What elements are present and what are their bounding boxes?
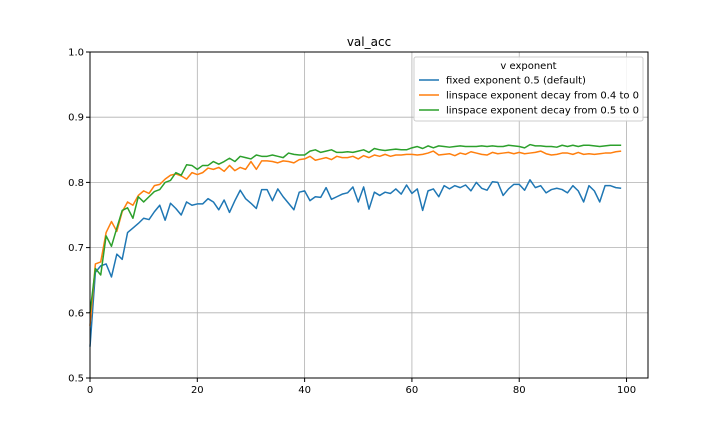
series-line-1 [89,179,622,347]
y-tick-label: 0.6 [68,308,84,319]
legend-label-1: fixed exponent 0.5 (default) [446,76,586,87]
x-tick-label: 60 [406,385,419,396]
series-lines [89,143,622,347]
plot-frame [89,51,649,379]
legend-title: v exponent [500,61,556,72]
x-tick-label: 0 [87,385,93,396]
series-line-2 [89,150,622,326]
y-tick-label: 0.9 [68,113,84,124]
y-tick-label: 0.7 [68,243,84,254]
legend: v exponent fixed exponent 0.5 (default) l… [413,56,644,122]
axis-ticks: 0 20 40 60 80 100 0.5 0.6 0.7 0.8 0.9 1.0 [68,48,636,397]
x-tick-label: 80 [513,385,526,396]
series-line-3 [89,143,622,313]
y-tick-label: 1.0 [68,48,84,59]
x-tick-label: 20 [191,385,204,396]
y-tick-label: 0.5 [68,374,84,385]
legend-box [413,56,644,122]
chart-title: val_acc [347,35,391,49]
x-tick-label: 40 [298,385,311,396]
legend-label-2: linspace exponent decay from 0.4 to 0 [446,91,639,102]
legend-label-3: linspace exponent decay from 0.5 to 0 [446,106,639,117]
x-tick-label: 100 [617,385,636,396]
y-tick-label: 0.8 [68,178,84,189]
